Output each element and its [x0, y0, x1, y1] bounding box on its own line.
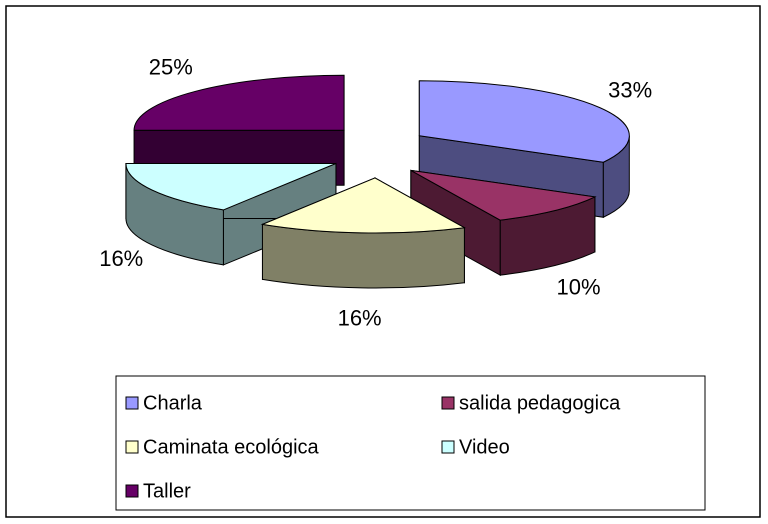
- legend-label: salida pedagogica: [459, 392, 621, 414]
- data-label: 16%: [338, 306, 382, 331]
- legend-swatch: [125, 440, 139, 454]
- slice: [260, 177, 466, 289]
- slice-top: [133, 74, 345, 131]
- data-label: 10%: [557, 275, 601, 300]
- slice-top: [260, 177, 466, 234]
- pie: [125, 74, 630, 289]
- data-label: 16%: [99, 246, 143, 271]
- legend-swatch: [125, 396, 139, 410]
- legend-label: Video: [459, 436, 510, 458]
- data-label: 33%: [608, 77, 652, 102]
- legend-swatch: [441, 440, 455, 454]
- legend-label: Charla: [143, 392, 203, 414]
- legend-box: [115, 375, 706, 511]
- slice-top: [418, 80, 630, 163]
- data-label: 25%: [149, 54, 193, 79]
- legend-label: Caminata ecológica: [143, 436, 320, 458]
- legend-swatch: [125, 484, 139, 498]
- slice-wall: [261, 223, 465, 289]
- legend-swatch: [441, 396, 455, 410]
- labels: 33% 10% 16% 16% 25%: [99, 54, 652, 330]
- legend-label: Taller: [143, 480, 191, 502]
- slice-top: [125, 162, 337, 211]
- legend: Charla salida pedagogica Caminata ecológic…: [125, 392, 621, 502]
- slice: [125, 162, 337, 266]
- slice-top: [410, 169, 597, 221]
